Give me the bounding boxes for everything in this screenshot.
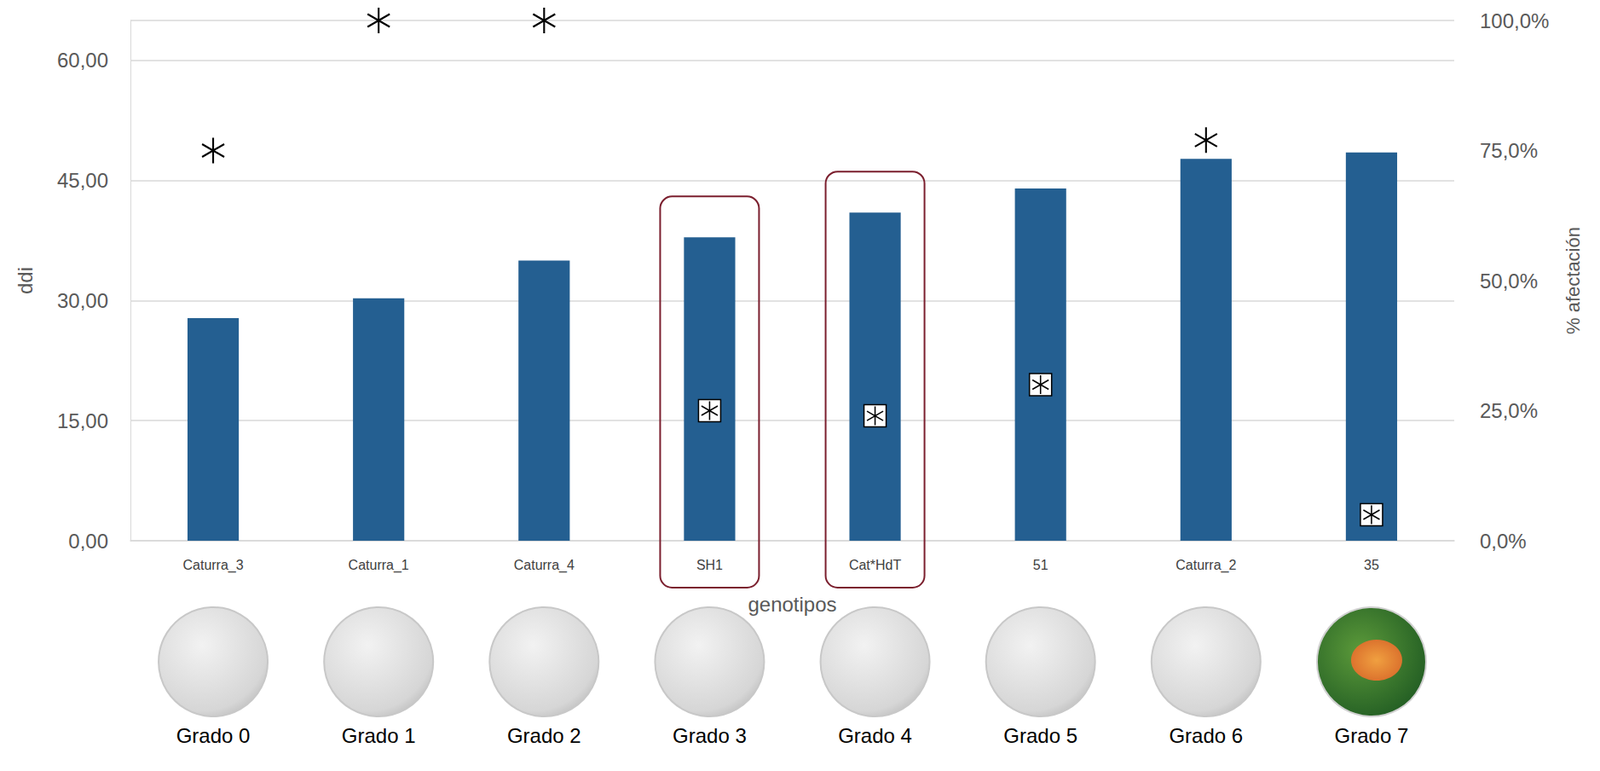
svg-text:Grado 0: Grado 0	[176, 723, 251, 747]
svg-text:Caturra_4: Caturra_4	[514, 557, 575, 573]
svg-text:50,0%: 50,0%	[1479, 269, 1538, 293]
svg-text:% afectación: % afectación	[1562, 226, 1584, 335]
svg-text:60,00: 60,00	[57, 48, 109, 72]
svg-text:100,0%: 100,0%	[1479, 9, 1549, 33]
svg-text:Grado 4: Grado 4	[837, 723, 913, 747]
svg-text:75,0%: 75,0%	[1479, 138, 1538, 162]
svg-text:0,00: 0,00	[68, 529, 109, 553]
svg-text:genotipos: genotipos	[747, 592, 837, 616]
svg-text:45,00: 45,00	[57, 168, 109, 192]
svg-text:Grado 2: Grado 2	[507, 723, 582, 747]
svg-text:Caturra_2: Caturra_2	[1175, 557, 1237, 573]
svg-text:51: 51	[1033, 557, 1049, 572]
svg-text:ddi: ddi	[13, 266, 37, 295]
svg-text:Caturra_1: Caturra_1	[348, 557, 410, 573]
svg-text:Grado 7: Grado 7	[1334, 723, 1410, 747]
svg-text:Cat*HdT: Cat*HdT	[849, 557, 902, 572]
svg-text:25,0%: 25,0%	[1479, 398, 1538, 422]
svg-text:Caturra_3: Caturra_3	[182, 557, 243, 573]
svg-text:Grado 1: Grado 1	[341, 723, 416, 747]
svg-text:15,00: 15,00	[57, 409, 109, 433]
svg-text:35: 35	[1363, 557, 1380, 572]
svg-text:30,00: 30,00	[57, 288, 109, 312]
svg-text:Grado 3: Grado 3	[672, 723, 747, 747]
svg-text:SH1: SH1	[696, 557, 723, 572]
svg-text:Grado 5: Grado 5	[1003, 723, 1078, 747]
svg-text:Grado 6: Grado 6	[1168, 723, 1243, 747]
svg-text:0,0%: 0,0%	[1479, 529, 1527, 553]
